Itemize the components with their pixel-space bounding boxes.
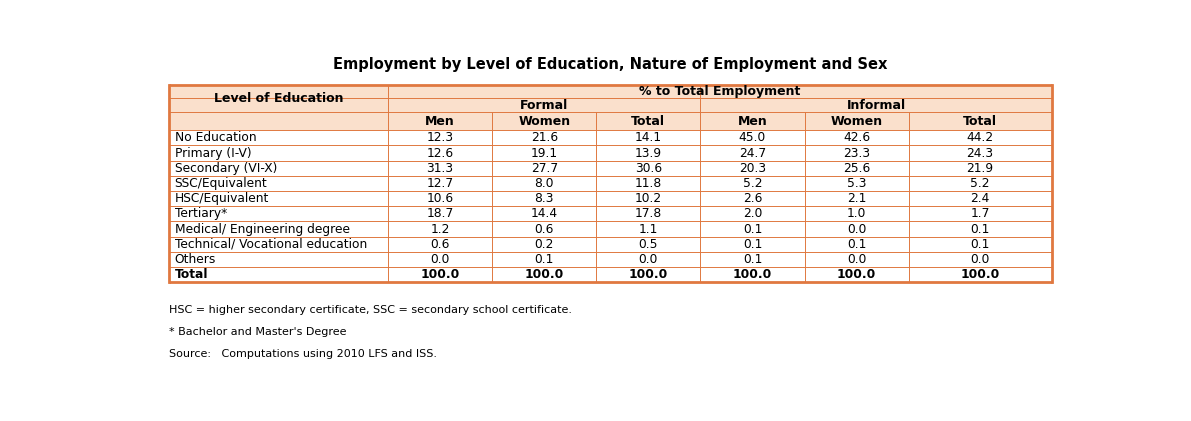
Text: 1.7: 1.7 [971,208,990,220]
Text: 0.6: 0.6 [535,223,554,236]
Text: 30.6: 30.6 [635,162,662,175]
Text: 10.6: 10.6 [426,192,454,205]
Text: No Education: No Education [175,131,256,144]
Text: 100.0: 100.0 [420,268,460,281]
Text: 18.7: 18.7 [426,208,454,220]
Text: 25.6: 25.6 [843,162,871,175]
Text: Total: Total [631,115,666,128]
Text: % to Total Employment: % to Total Employment [640,85,800,98]
Text: 0.0: 0.0 [638,253,657,266]
Text: 14.4: 14.4 [531,208,557,220]
Text: Men: Men [737,115,767,128]
Text: 0.1: 0.1 [743,253,762,266]
Text: 17.8: 17.8 [635,208,662,220]
Text: 8.0: 8.0 [535,177,554,190]
Text: Tertiary*: Tertiary* [175,208,227,220]
Text: 10.2: 10.2 [635,192,662,205]
Text: 19.1: 19.1 [531,147,557,160]
Text: 31.3: 31.3 [426,162,454,175]
Text: 0.0: 0.0 [971,253,990,266]
Text: 24.3: 24.3 [967,147,993,160]
Text: 0.1: 0.1 [971,238,990,251]
Text: Total: Total [175,268,208,281]
Text: 0.0: 0.0 [847,223,866,236]
Text: 14.1: 14.1 [635,131,662,144]
Text: Level of Education: Level of Education [214,92,343,105]
Text: 2.6: 2.6 [743,192,762,205]
Text: 5.3: 5.3 [847,177,866,190]
Text: 0.0: 0.0 [847,253,866,266]
Text: 8.3: 8.3 [535,192,554,205]
Text: 100.0: 100.0 [732,268,772,281]
Text: 0.5: 0.5 [638,238,659,251]
Text: Formal: Formal [520,99,568,112]
Text: Secondary (VI-X): Secondary (VI-X) [175,162,278,175]
Text: 21.6: 21.6 [531,131,557,144]
Text: 0.1: 0.1 [535,253,554,266]
Text: Technical/ Vocational education: Technical/ Vocational education [175,238,367,251]
Text: * Bachelor and Master's Degree: * Bachelor and Master's Degree [169,327,347,337]
Text: 1.0: 1.0 [847,208,866,220]
Text: 0.6: 0.6 [430,238,450,251]
Text: 5.2: 5.2 [971,177,990,190]
Text: 44.2: 44.2 [967,131,993,144]
Text: 12.7: 12.7 [426,177,454,190]
Text: 42.6: 42.6 [843,131,871,144]
Text: 45.0: 45.0 [738,131,766,144]
Text: 100.0: 100.0 [837,268,877,281]
Text: 0.0: 0.0 [430,253,450,266]
Text: 100.0: 100.0 [960,268,999,281]
Text: Women: Women [518,115,570,128]
Text: 2.4: 2.4 [971,192,990,205]
Text: 0.1: 0.1 [847,238,866,251]
Text: 23.3: 23.3 [843,147,871,160]
Text: 11.8: 11.8 [635,177,662,190]
Bar [169,130,1052,282]
Text: 100.0: 100.0 [524,268,563,281]
Text: 12.3: 12.3 [426,131,454,144]
Text: HSC = higher secondary certificate, SSC = secondary school certificate.: HSC = higher secondary certificate, SSC … [169,305,572,315]
Text: 5.2: 5.2 [743,177,762,190]
Text: Informal: Informal [847,99,905,112]
Text: 0.1: 0.1 [743,223,762,236]
Text: 2.1: 2.1 [847,192,866,205]
Text: 13.9: 13.9 [635,147,662,160]
Text: 0.1: 0.1 [743,238,762,251]
Text: 1.1: 1.1 [638,223,657,236]
Text: 1.2: 1.2 [430,223,450,236]
Text: 0.1: 0.1 [971,223,990,236]
Text: 24.7: 24.7 [738,147,766,160]
Text: 0.2: 0.2 [535,238,554,251]
Text: 100.0: 100.0 [629,268,668,281]
Text: 12.6: 12.6 [426,147,454,160]
Text: Men: Men [425,115,455,128]
Text: 20.3: 20.3 [738,162,766,175]
Text: SSC/Equivalent: SSC/Equivalent [175,177,268,190]
Text: 27.7: 27.7 [531,162,557,175]
Text: HSC/Equivalent: HSC/Equivalent [175,192,269,205]
Text: Women: Women [830,115,883,128]
Text: Employment by Level of Education, Nature of Employment and Sex: Employment by Level of Education, Nature… [333,57,887,72]
Bar [169,85,1052,130]
Text: 2.0: 2.0 [743,208,762,220]
Text: 21.9: 21.9 [967,162,993,175]
Text: Primary (I-V): Primary (I-V) [175,147,251,160]
Text: Others: Others [175,253,216,266]
Text: Medical/ Engineering degree: Medical/ Engineering degree [175,223,350,236]
Text: Source:   Computations using 2010 LFS and ISS.: Source: Computations using 2010 LFS and … [169,349,437,359]
Text: Total: Total [964,115,997,128]
